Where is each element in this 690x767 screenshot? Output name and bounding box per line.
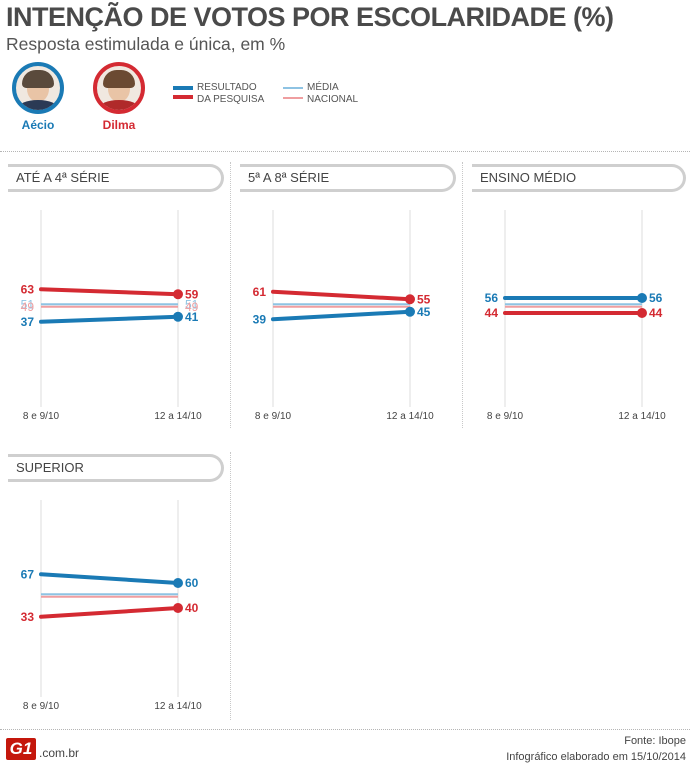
legend-result-label-1: RESULTADO [197,82,257,93]
data-point-dilma [173,603,183,613]
series-line-aecio [39,314,180,324]
aecio-portrait [12,62,64,114]
legend-result: RESULTADO DA PESQUISA [173,82,283,108]
series-line-dilma [271,289,412,302]
data-label-dilma: 55 [417,292,431,306]
source-note: Fonte: Ibope [624,735,686,747]
data-label-aecio: 37 [21,315,35,329]
data-label-dilma: 61 [253,285,267,299]
x-tick-label: 8 e 9/10 [487,411,524,422]
data-label-aecio: 45 [417,305,431,319]
chart-title: INTENÇÃO DE VOTOS POR ESCOLARIDADE (%) [6,2,614,32]
candidate-name-aecio: Aécio [21,118,55,132]
legend-result-label-2: DA PESQUISA [197,94,265,105]
candidate-dilma: Dilma [89,62,149,132]
average-label-dilma: 49 [185,300,199,314]
data-label-aecio: 67 [21,567,35,581]
panel-title-5a-8a-serie: 5ª A 8ª SÉRIE [240,164,456,192]
data-point-aecio [637,293,647,303]
dilma-portrait [93,62,145,114]
x-tick-label: 12 a 14/10 [154,701,202,712]
header-divider [0,151,690,152]
footer-divider [0,729,690,730]
data-point-aecio [173,578,183,588]
data-label-aecio: 56 [485,291,499,305]
legend-average-label-1: MÉDIA [307,82,339,93]
average-label-aecio: 51 [185,297,199,311]
chart-subtitle: Resposta estimulada e única, em % [6,34,286,54]
panel-divider [230,162,231,428]
data-label-dilma: 63 [21,282,35,296]
data-label-dilma: 33 [21,610,35,624]
candidate-aecio: Aécio [8,62,68,132]
data-point-dilma [405,294,415,305]
chart-superior: 8 e 9/10 12 a 14/10 67 60 33 40 [21,500,202,712]
data-label-dilma: 44 [649,306,663,320]
panel-title-ate-4a-serie: ATÉ A 4ª SÉRIE [8,164,224,192]
panel-title-ensino-medio: ENSINO MÉDIO [472,164,686,192]
series-line-dilma [39,606,180,619]
series-line-dilma [39,287,180,297]
data-label-dilma: 40 [185,601,199,615]
series-line-aecio [39,572,180,585]
data-label-aecio: 39 [253,312,267,326]
legend-result-key [173,82,193,99]
legend-average: MÉDIA NACIONAL [283,82,373,108]
legend-average-label-2: NACIONAL [307,94,359,105]
data-point-aecio [173,311,183,322]
g1-logo-mark: G1 [6,738,36,760]
panel-divider [462,162,463,428]
candidate-name-dilma: Dilma [102,118,136,132]
x-tick-label: 12 a 14/10 [618,411,666,422]
data-point-dilma [637,308,647,318]
data-point-aecio [405,306,415,317]
legend-average-key [283,82,303,99]
data-label-dilma: 59 [185,287,199,301]
series-line-aecio [271,309,412,322]
x-tick-label: 12 a 14/10 [386,411,434,422]
x-tick-label: 8 e 9/10 [23,411,60,422]
data-label-aecio: 56 [649,291,663,305]
x-tick-label: 8 e 9/10 [255,411,292,422]
panel-title-superior: SUPERIOR [8,454,224,482]
data-point-dilma [173,289,183,300]
credit-note: Infográfico elaborado em 15/10/2014 [506,751,686,763]
x-tick-label: 12 a 14/10 [154,411,202,422]
panel-divider [230,452,231,720]
data-label-dilma: 44 [485,306,499,320]
chart-5a-8a-serie: 8 e 9/10 12 a 14/10 39 45 61 55 [253,210,434,422]
data-label-aecio: 60 [185,576,199,590]
g1-domain: .com.br [39,746,80,760]
average-label-aecio: 51 [21,297,35,311]
average-label-dilma: 49 [21,300,35,314]
x-tick-label: 8 e 9/10 [23,701,60,712]
data-label-aecio: 41 [185,310,199,324]
